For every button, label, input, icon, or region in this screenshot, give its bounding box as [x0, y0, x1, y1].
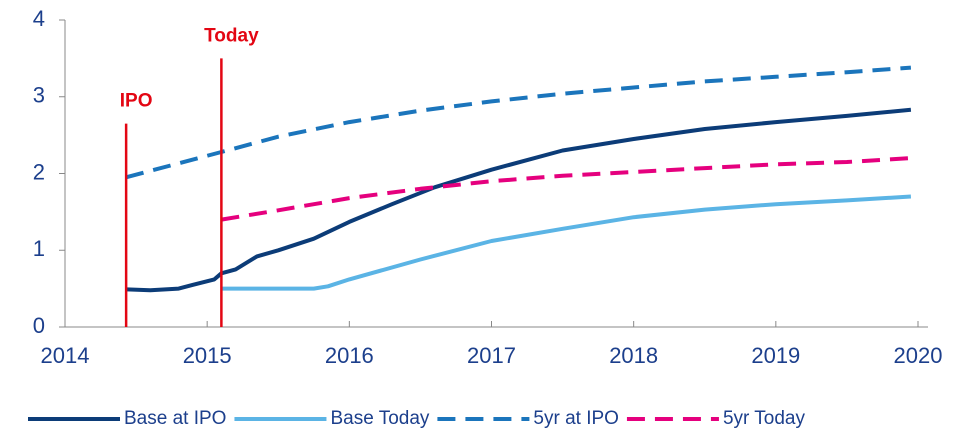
legend-label: Base Today	[330, 408, 429, 429]
y-tick-label: 2	[33, 159, 45, 184]
x-tick-label: 2019	[751, 343, 800, 368]
legend-label: 5yr Today	[723, 408, 806, 429]
legend-label: Base at IPO	[124, 408, 226, 429]
x-tick-label: 2018	[609, 343, 658, 368]
series-line	[221, 156, 912, 222]
annotation-label: IPO	[120, 91, 153, 112]
x-tick-label: 2016	[325, 343, 374, 368]
y-tick-label: 1	[33, 236, 45, 261]
series-line	[126, 107, 912, 293]
legend-label: 5yr at IPO	[533, 408, 619, 429]
series-line	[125, 65, 912, 180]
y-tick-label: 0	[33, 313, 45, 338]
x-tick-label: 2020	[894, 343, 943, 368]
x-tick-label: 2014	[41, 343, 90, 368]
series-line	[221, 194, 912, 291]
y-tick-label: 4	[33, 6, 45, 31]
y-tick-label: 3	[33, 83, 45, 108]
annotation-label: Today	[204, 25, 259, 46]
x-tick-label: 2017	[467, 343, 516, 368]
x-tick-label: 2015	[183, 343, 232, 368]
